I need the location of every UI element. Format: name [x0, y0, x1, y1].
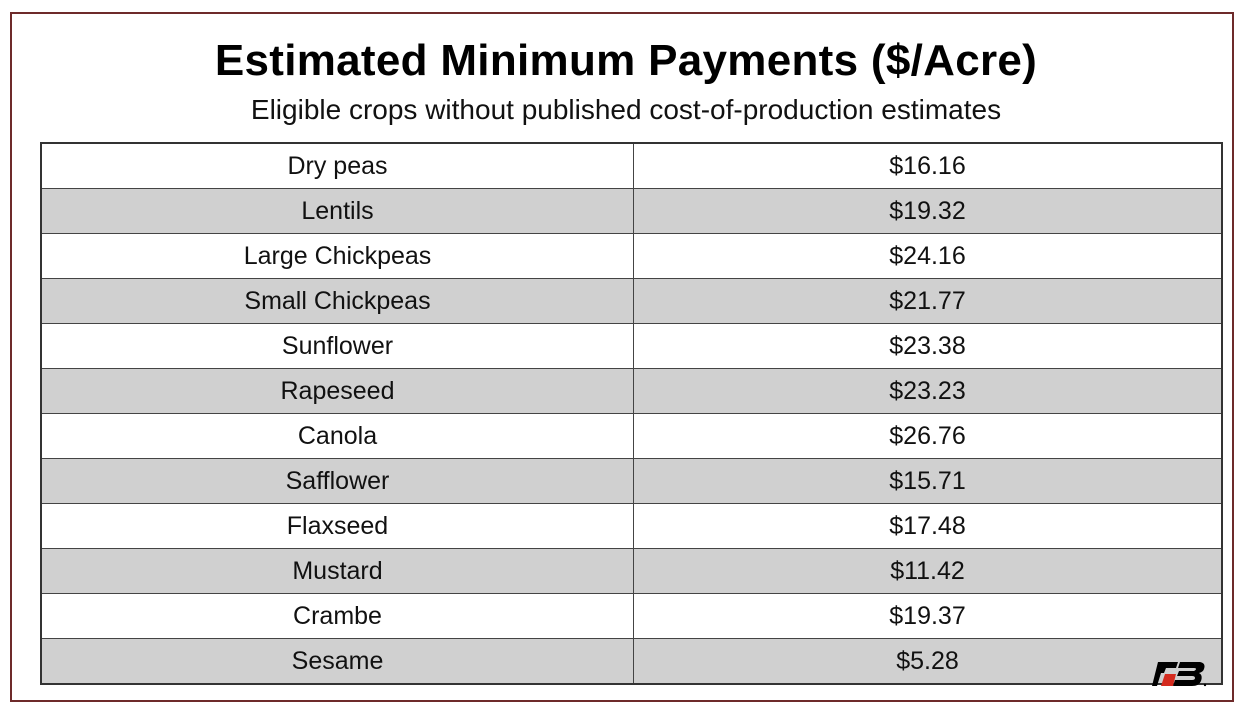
payment-cell: $5.28 [633, 638, 1223, 685]
payments-table: Dry peas $16.16 Lentils $19.32 Large Chickpe… [40, 142, 1223, 685]
payment-cell: $16.16 [633, 142, 1223, 189]
payment-cell: $21.77 [633, 278, 1223, 324]
table-row: Large Chickpeas $24.16 [40, 233, 1223, 279]
table-row: Crambe $19.37 [40, 593, 1223, 639]
payment-cell: $19.32 [633, 188, 1223, 234]
table-row: Small Chickpeas $21.77 [40, 278, 1223, 324]
table-row: Canola $26.76 [40, 413, 1223, 459]
crop-cell: Flaxseed [40, 503, 634, 549]
table-row: Lentils $19.32 [40, 188, 1223, 234]
crop-cell: Safflower [40, 458, 634, 504]
crop-cell: Sunflower [40, 323, 634, 369]
crop-cell: Large Chickpeas [40, 233, 634, 279]
table-row: Safflower $15.71 [40, 458, 1223, 504]
farm-bureau-logo-icon [1152, 662, 1207, 687]
table-row: Dry peas $16.16 [40, 142, 1223, 189]
payment-cell: $11.42 [633, 548, 1223, 594]
table-row: Flaxseed $17.48 [40, 503, 1223, 549]
payment-cell: $15.71 [633, 458, 1223, 504]
crop-cell: Sesame [40, 638, 634, 685]
crop-cell: Dry peas [40, 142, 634, 189]
crop-cell: Canola [40, 413, 634, 459]
crop-cell: Lentils [40, 188, 634, 234]
table-row: Sunflower $23.38 [40, 323, 1223, 369]
payment-cell: $23.38 [633, 323, 1223, 369]
crop-cell: Small Chickpeas [40, 278, 634, 324]
crop-cell: Rapeseed [40, 368, 634, 414]
table-row: Sesame $5.28 [40, 638, 1223, 685]
payment-cell: $26.76 [633, 413, 1223, 459]
crop-cell: Mustard [40, 548, 634, 594]
border-frame [10, 12, 1234, 702]
payment-cell: $19.37 [633, 593, 1223, 639]
payment-cell: $17.48 [633, 503, 1223, 549]
crop-cell: Crambe [40, 593, 634, 639]
table-row: Mustard $11.42 [40, 548, 1223, 594]
payment-cell: $24.16 [633, 233, 1223, 279]
payment-cell: $23.23 [633, 368, 1223, 414]
page-title: Estimated Minimum Payments ($/Acre) [214, 36, 1038, 85]
page-subtitle: Eligible crops without published cost-of… [250, 94, 1002, 125]
table-row: Rapeseed $23.23 [40, 368, 1223, 414]
